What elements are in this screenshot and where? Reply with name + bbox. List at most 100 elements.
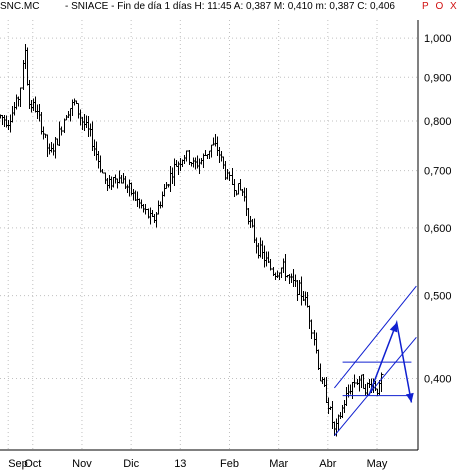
- y-tick-label: 0,400: [424, 374, 452, 386]
- x-tick-label: Abr: [319, 458, 336, 470]
- candle: [189, 161, 194, 167]
- candle: [184, 150, 189, 162]
- candle: [305, 291, 310, 308]
- candle: [92, 139, 97, 157]
- candle: [379, 372, 384, 393]
- candle: [326, 397, 331, 414]
- candle: [94, 141, 99, 161]
- x-tick-label: Oct: [24, 458, 41, 470]
- candle: [238, 179, 243, 191]
- candle: [72, 98, 77, 106]
- arrowhead-up: [389, 322, 398, 333]
- candle: [350, 381, 355, 399]
- candle: [55, 138, 60, 146]
- candle: [254, 237, 259, 254]
- candle: [53, 136, 58, 159]
- candle: [141, 204, 146, 213]
- candle: [232, 179, 237, 198]
- axes: 1,000 0,900 0,800 0,700 0,600 0,500 0,400 SepOc…: [0, 20, 452, 470]
- candle: [260, 240, 265, 260]
- candle: [309, 319, 314, 339]
- candle: [168, 165, 173, 193]
- candle: [227, 171, 232, 182]
- candle: [2, 114, 7, 127]
- candle: [35, 104, 40, 119]
- candle: [68, 107, 73, 122]
- candle: [121, 173, 126, 184]
- candle: [320, 377, 325, 385]
- candle: [209, 144, 214, 158]
- candle: [139, 199, 144, 209]
- candle: [12, 102, 17, 116]
- candle: [47, 143, 52, 155]
- candle: [344, 386, 349, 406]
- candle: [8, 114, 13, 133]
- candle: [115, 178, 120, 189]
- candle: [262, 245, 267, 268]
- candle: [109, 176, 114, 190]
- candle: [37, 103, 42, 122]
- candle: [324, 377, 329, 404]
- candle: [295, 280, 300, 302]
- x-tick-label: Sep: [8, 458, 28, 470]
- candle: [355, 379, 360, 385]
- x-tick-label: 13: [174, 458, 186, 470]
- candle: [330, 400, 335, 430]
- candle: [213, 134, 218, 147]
- candle: [279, 267, 284, 278]
- candle: [131, 188, 136, 201]
- channel-upper-line: [334, 285, 417, 389]
- candle: [43, 133, 48, 138]
- candle: [363, 383, 368, 397]
- candle: [76, 103, 81, 119]
- y-tick-label: 0,900: [424, 72, 452, 84]
- candles: [0, 43, 384, 437]
- x-tick-label: Mar: [269, 458, 288, 470]
- candle: [14, 94, 19, 110]
- arrowhead-down: [405, 392, 414, 403]
- candle: [299, 276, 304, 306]
- candle: [111, 176, 116, 188]
- candle: [318, 363, 323, 382]
- candle: [338, 412, 343, 419]
- candle: [375, 388, 380, 396]
- candle: [291, 269, 296, 287]
- candle: [162, 183, 167, 197]
- candle: [281, 258, 286, 273]
- mode-p-button[interactable]: P: [422, 1, 429, 12]
- candle: [31, 98, 36, 112]
- y-tick-label: 1,000: [424, 33, 452, 45]
- candle: [287, 273, 292, 285]
- candle: [170, 167, 175, 185]
- candle: [211, 137, 216, 146]
- candle: [23, 43, 28, 70]
- candle: [98, 155, 103, 173]
- candle: [242, 187, 247, 202]
- candle: [49, 141, 54, 153]
- candle: [45, 134, 50, 158]
- candle: [207, 150, 212, 160]
- candle: [361, 373, 366, 389]
- candle: [244, 188, 249, 216]
- candle: [191, 157, 196, 168]
- candle: [219, 150, 224, 162]
- candle: [248, 216, 253, 229]
- x-tick-label: Nov: [72, 458, 92, 470]
- candle: [105, 178, 110, 191]
- chart-header: SNC.MC - SNIACE - Fin de día 1 días H: 1…: [0, 0, 460, 14]
- candle: [359, 374, 364, 388]
- grid: [0, 20, 418, 450]
- candle: [342, 399, 347, 413]
- candle: [172, 158, 177, 186]
- candle: [221, 156, 226, 169]
- candle: [64, 115, 69, 121]
- x-tick-label: Dic: [123, 458, 139, 470]
- candle: [236, 183, 241, 195]
- candle: [234, 190, 239, 196]
- annotations: [334, 285, 417, 436]
- mode-x-button[interactable]: X: [450, 1, 457, 12]
- candle: [352, 374, 357, 388]
- candle: [340, 404, 345, 419]
- mode-o-button[interactable]: O: [435, 1, 444, 12]
